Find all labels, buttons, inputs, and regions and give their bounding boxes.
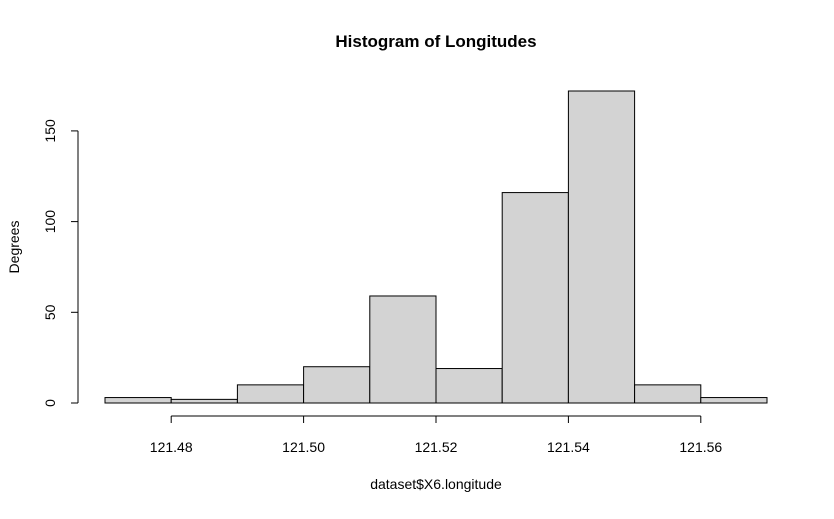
x-axis: 121.48 121.50 121.52 121.54 121.56 bbox=[150, 415, 722, 455]
x-tick-label: 121.54 bbox=[547, 439, 590, 455]
bars-group bbox=[104, 90, 768, 404]
histogram-bar-6 bbox=[435, 368, 503, 404]
y-tick-label: 100 bbox=[42, 210, 58, 234]
histogram-bar-4 bbox=[303, 366, 371, 404]
histogram-bar-7 bbox=[501, 192, 569, 404]
y-axis-label: Degrees bbox=[6, 221, 22, 274]
y-tick-label: 150 bbox=[42, 119, 58, 143]
y-tick-label: 50 bbox=[42, 304, 58, 320]
histogram-bar-10 bbox=[700, 397, 768, 404]
x-axis-label: dataset$X6.longitude bbox=[370, 476, 502, 492]
histogram-bar-8 bbox=[567, 90, 636, 404]
x-tick-label: 121.48 bbox=[150, 439, 193, 455]
histogram-bar-3 bbox=[236, 384, 305, 404]
x-tick-label: 121.56 bbox=[679, 439, 722, 455]
histogram-bar-5 bbox=[369, 295, 437, 404]
y-axis: 0 50 100 150 bbox=[42, 119, 79, 407]
x-tick-label: 121.52 bbox=[415, 439, 458, 455]
histogram-bar-1 bbox=[104, 397, 172, 404]
histogram-bar-2 bbox=[170, 398, 238, 404]
chart-title: Histogram of Longitudes bbox=[335, 32, 536, 51]
histogram-bar-9 bbox=[634, 384, 702, 404]
y-tick-label: 0 bbox=[42, 399, 58, 407]
x-tick-label: 121.50 bbox=[282, 439, 325, 455]
